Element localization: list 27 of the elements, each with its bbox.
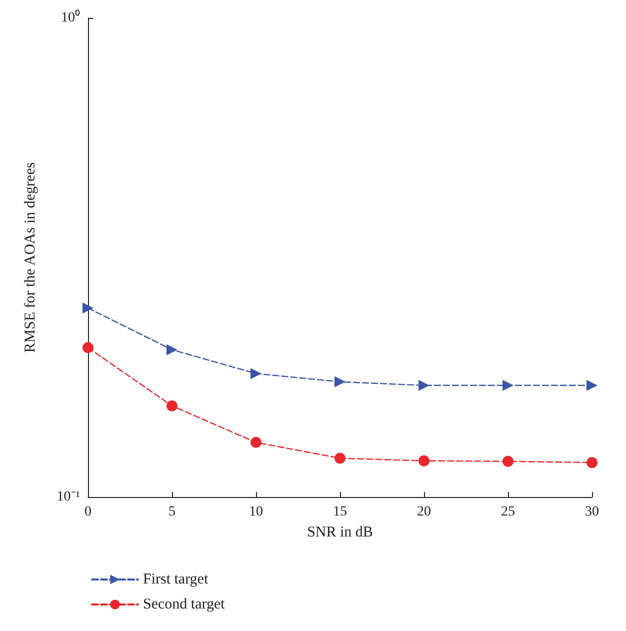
point [250, 368, 262, 380]
point [166, 344, 178, 356]
point [586, 457, 598, 468]
point [418, 380, 430, 391]
point [82, 302, 94, 314]
point [250, 436, 262, 448]
x-tick-label: 25 [501, 504, 515, 520]
point [82, 342, 94, 354]
x-tick-label: 0 [84, 504, 92, 520]
y-axis-title: RMSE for the AOAs in degrees [22, 162, 38, 353]
y-tick-label: 10⁻¹ [56, 490, 80, 504]
x-tick-label: 20 [417, 504, 431, 520]
point [334, 452, 346, 464]
legend-label: First target [143, 572, 209, 588]
point [334, 376, 346, 388]
y-tick-label: 10⁰ [61, 10, 80, 26]
point [502, 456, 514, 467]
x-axis-title: SNR in dB [307, 524, 373, 540]
point [418, 455, 430, 466]
point [166, 400, 178, 412]
x-tick-label: 30 [585, 504, 599, 520]
point [502, 380, 514, 391]
legend-label: Second target [143, 596, 226, 612]
x-tick-label: 10 [249, 504, 263, 520]
x-tick-label: 15 [333, 504, 347, 520]
point [586, 380, 598, 391]
x-tick-label: 5 [168, 504, 176, 520]
